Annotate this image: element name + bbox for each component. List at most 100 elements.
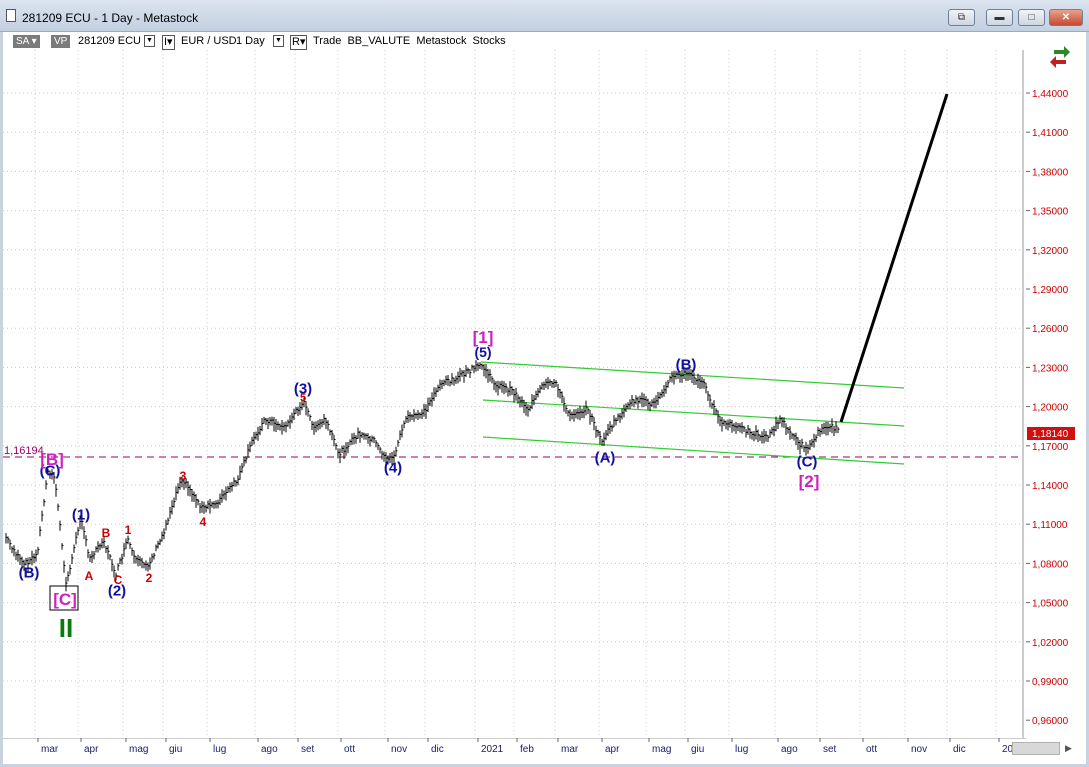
- time-tick-label: ago: [261, 744, 278, 755]
- price-tick-label: 1,17000: [1032, 442, 1069, 453]
- price-tick-label: 1,29000: [1032, 285, 1069, 296]
- price-tick-label: 1,11000: [1032, 520, 1068, 531]
- time-tick-label: ott: [344, 744, 355, 755]
- current-price-label: 1,18140: [1032, 429, 1069, 440]
- price-tick-label: 1,02000: [1032, 638, 1069, 649]
- time-tick-label: lug: [213, 744, 226, 755]
- time-tick-label: mag: [652, 744, 671, 755]
- wave-label-red: 2: [146, 571, 153, 585]
- wave-labels: (B) (C) (1) (2) (3) (4) (5) (A) (B) (C) A B C 1 2 3 4 5 [B…: [19, 328, 820, 643]
- wave-label-blue: (C): [797, 453, 818, 470]
- window-title: 281209 ECU - 1 Day - Metastock: [22, 11, 199, 25]
- i-dropdown[interactable]: I▾: [162, 35, 175, 50]
- price-tick-label: 1,26000: [1032, 324, 1069, 335]
- wave-label-blue: (C): [40, 462, 61, 479]
- tags-label: Trade BB_VALUTE Metastock Stocks: [313, 35, 506, 47]
- wave-label-magenta: [C]: [53, 590, 77, 609]
- time-tick-label: 2021: [481, 744, 504, 755]
- price-tick-label: 0,96000: [1032, 716, 1069, 727]
- time-tick-label: set: [823, 744, 837, 755]
- symbol-label: 281209 ECU: [78, 35, 141, 47]
- time-tick-label: feb: [520, 744, 534, 755]
- scroll-right-arrow-icon[interactable]: ▶: [1065, 743, 1072, 753]
- wave-label-red: 5: [300, 392, 306, 404]
- time-tick-label: giu: [169, 744, 182, 755]
- price-tick-label: 1,44000: [1032, 89, 1069, 100]
- wave-label-blue: (1): [72, 506, 90, 523]
- document-icon: [6, 9, 16, 22]
- crosshair-arrows-icon[interactable]: [1050, 46, 1070, 68]
- time-tick-label: lug: [735, 744, 748, 755]
- window-titlebar: 281209 ECU - 1 Day - Metastock ⧉ ▬ □ ✕: [0, 0, 1089, 32]
- time-tick-label: mag: [129, 744, 148, 755]
- price-tick-label: 1,38000: [1032, 167, 1069, 178]
- sa-button[interactable]: SA ▾: [13, 35, 40, 48]
- channel-lower-line: [482, 436, 905, 465]
- vp-button[interactable]: VP: [51, 35, 71, 48]
- wave-label-red: C: [114, 573, 123, 587]
- price-tick-label: 1,32000: [1032, 246, 1069, 257]
- wave-label-magenta: [2]: [799, 472, 820, 491]
- price-tick-label: 1,08000: [1032, 559, 1069, 570]
- wave-label-blue: (B): [676, 356, 697, 373]
- chevron-down-icon: ▾: [31, 36, 37, 47]
- wave-label-red: 4: [200, 515, 207, 529]
- wave-label-blue: (3): [294, 380, 312, 397]
- time-tick-label: apr: [605, 744, 620, 755]
- minimize-icon: ▬: [994, 12, 1005, 23]
- wave-label-blue: (B): [19, 564, 40, 581]
- horizontal-scrollbar[interactable]: [1012, 742, 1060, 755]
- time-tick-label: dic: [431, 744, 444, 755]
- time-axis: mar apr mag giu lug ago set ott nov dic 2021 feb mar…: [3, 50, 1026, 755]
- wave-label-red: 1: [125, 523, 132, 537]
- restore-window-button[interactable]: ⧉: [948, 9, 975, 26]
- chart-area[interactable]: 1,16194 (B) (C) (1) (2) (3) (4) (5) (A) (B) (C) A B…: [3, 50, 1026, 738]
- time-tick-label: nov: [911, 744, 927, 755]
- price-axis: 1,44000 1,41000 1,38000 1,35000 1,32000 1,290…: [1026, 46, 1075, 727]
- time-tick-label: dic: [953, 744, 966, 755]
- wave-label-red: 3: [180, 469, 187, 483]
- grid-lines: [3, 50, 1023, 738]
- wave-label-magenta: [1]: [473, 328, 494, 347]
- close-icon: ✕: [1061, 12, 1071, 23]
- period-dropdown[interactable]: ▼: [273, 35, 284, 47]
- chevron-down-icon: ▼: [146, 37, 153, 44]
- chart-toolbar: SA ▾ VP 281209 ECU ▼ I▾ EUR / USD 1 Day …: [3, 32, 1026, 50]
- maximize-icon: □: [1028, 12, 1035, 23]
- maximize-button[interactable]: □: [1018, 9, 1045, 26]
- time-tick-label: ago: [781, 744, 798, 755]
- wave-label-red: B: [102, 526, 111, 540]
- wave-c-box: [49, 585, 79, 611]
- price-tick-label: 1,35000: [1032, 207, 1069, 218]
- sa-label: SA: [16, 36, 29, 47]
- current-price-tag: [1027, 427, 1075, 440]
- wave-label-green: II: [59, 613, 73, 643]
- wave-label-blue: (2): [108, 582, 126, 599]
- time-tick-label: giu: [691, 744, 704, 755]
- time-tick-label: mar: [561, 744, 579, 755]
- wave-label-magenta: [B]: [40, 450, 64, 469]
- price-axis-panel: 1,44000 1,41000 1,38000 1,35000 1,32000 1,290…: [1026, 32, 1086, 738]
- r-dropdown[interactable]: R▾: [290, 35, 308, 50]
- price-tick-label: 1,23000: [1032, 363, 1069, 374]
- wave-label-blue: (5): [474, 344, 491, 360]
- price-tick-label: 1,14000: [1032, 481, 1069, 492]
- time-axis-panel: mar apr mag giu lug ago set ott nov dic 2021 feb mar…: [3, 50, 1086, 764]
- price-chart[interactable]: 1,16194 (B) (C) (1) (2) (3) (4) (5) (A) (B) (C) A B…: [3, 50, 1026, 738]
- close-button[interactable]: ✕: [1049, 9, 1083, 26]
- minimize-button[interactable]: ▬: [986, 9, 1013, 26]
- wave-label-blue: (A): [595, 449, 616, 466]
- restore-down-icon: ⧉: [957, 12, 966, 23]
- symbol-dropdown[interactable]: ▼: [144, 35, 155, 47]
- instrument-label: EUR / USD: [181, 35, 237, 47]
- wave-label-blue: (4): [384, 459, 402, 476]
- time-tick-label: ott: [866, 744, 877, 755]
- channel-middle-line: [482, 399, 905, 427]
- reference-level-label: 1,16194: [4, 445, 44, 457]
- price-tick-label: 0,99000: [1032, 677, 1069, 688]
- period-label: 1 Day: [236, 35, 265, 47]
- price-bars: [5, 360, 840, 592]
- projection-line: [839, 93, 949, 423]
- price-tick-label: 1,20000: [1032, 403, 1069, 414]
- wave-label-red: A: [85, 569, 94, 583]
